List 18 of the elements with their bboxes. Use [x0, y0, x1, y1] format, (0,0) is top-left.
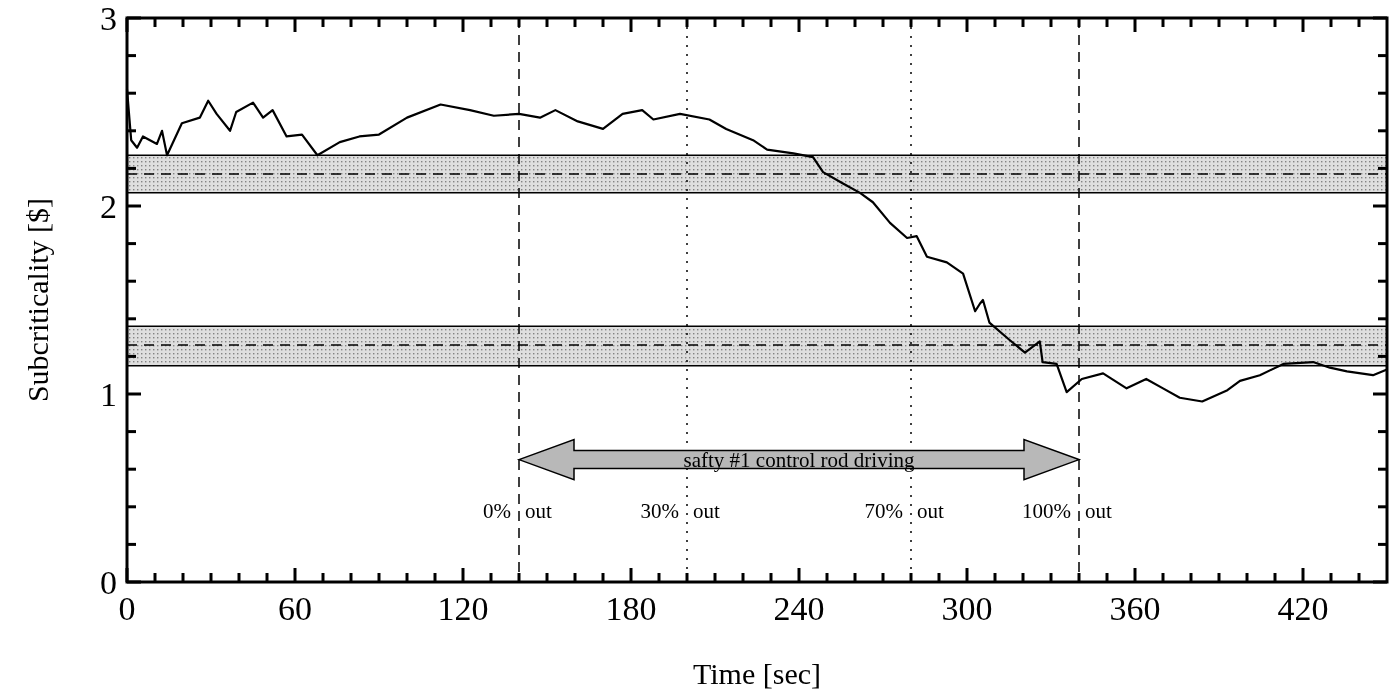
annotation: safty #1 control rod driving [683, 447, 915, 472]
x-tick-label: 360 [1109, 590, 1161, 627]
x-axis-title: Time [sec] [692, 657, 822, 690]
y-tick-label: 2 [100, 188, 117, 225]
annotation: 30% out [640, 498, 720, 523]
x-tick-label: 300 [941, 590, 993, 627]
x-tick-label: 240 [773, 590, 825, 627]
annotation: 100% out [1022, 498, 1112, 523]
y-axis-title: Subcriticality [$] [21, 197, 54, 403]
annotation: 0% out [483, 498, 552, 523]
x-tick-label: 120 [437, 590, 489, 627]
x-tick-label: 60 [278, 590, 312, 627]
y-tick-label: 3 [100, 0, 117, 37]
y-tick-label: 0 [100, 564, 117, 601]
y-tick-label: 1 [100, 376, 117, 413]
x-tick-label: 420 [1277, 590, 1329, 627]
annotation: 70% out [864, 498, 944, 523]
x-tick-label: 180 [605, 590, 657, 627]
